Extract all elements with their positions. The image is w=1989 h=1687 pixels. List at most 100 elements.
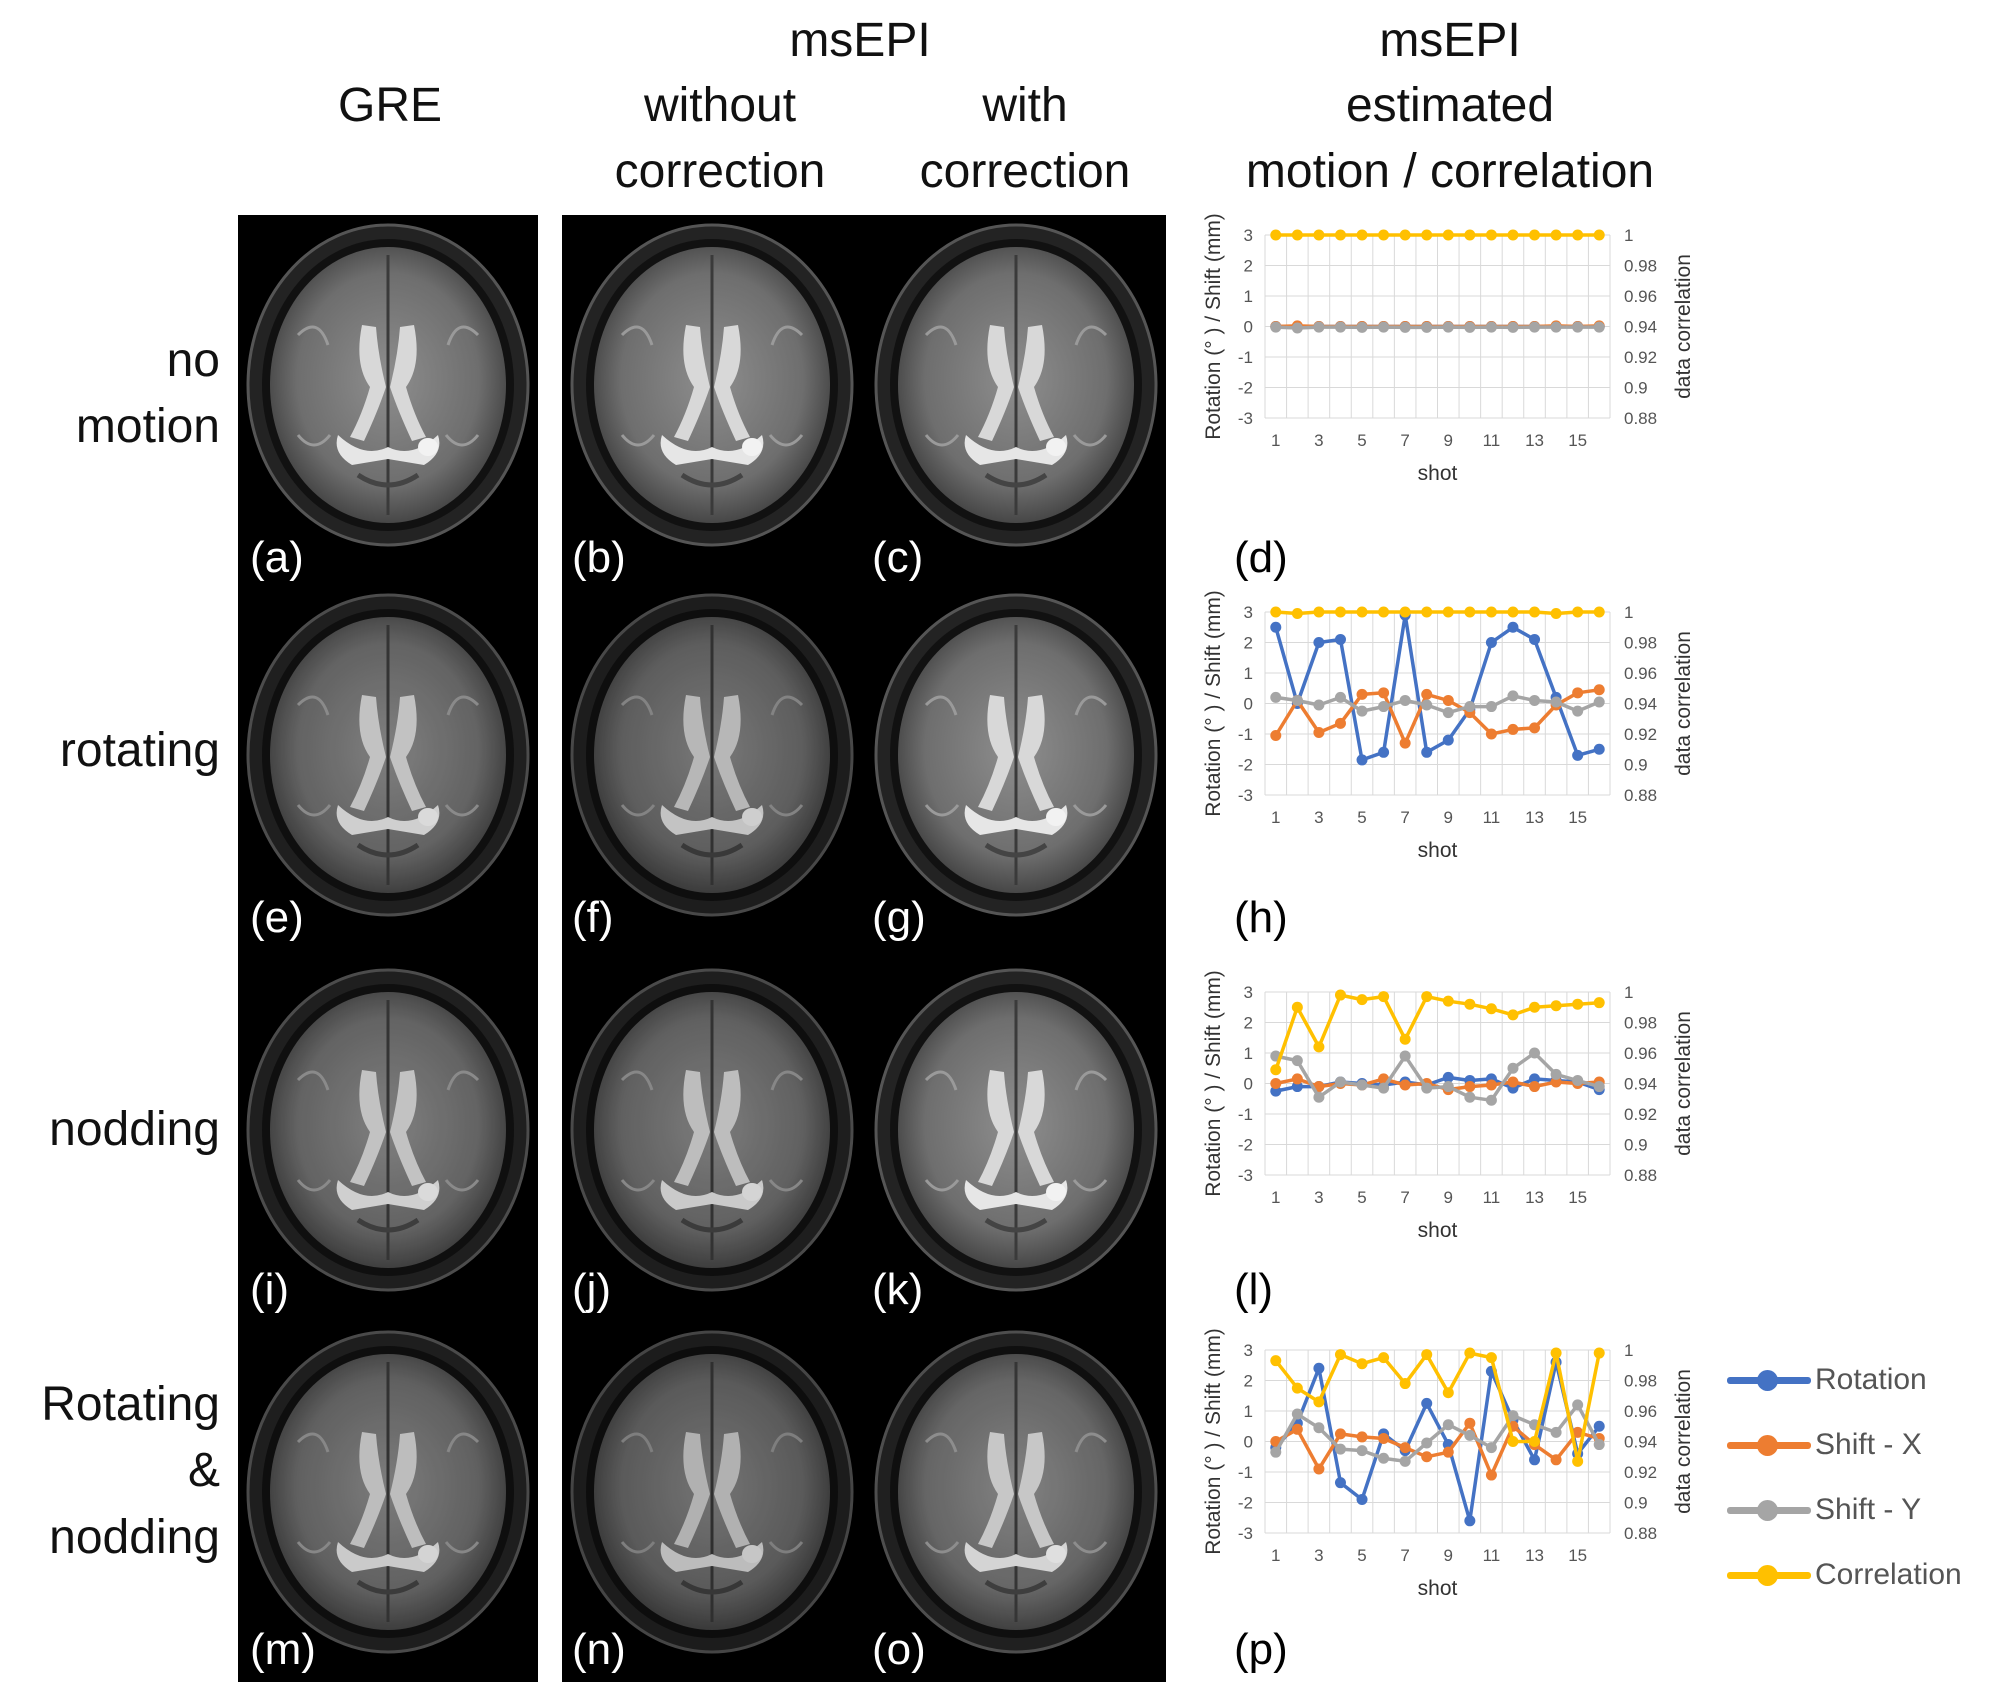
y2-tick-label: 0.98 [1624,1372,1657,1391]
x-axis-title: shot [1418,1219,1458,1242]
x-tick-label: 7 [1400,808,1409,827]
panel-label-l: (l) [1234,1265,1274,1314]
data-point-shift-y [1356,1445,1368,1457]
data-point-correlation [1485,1003,1497,1015]
data-point-shift-y [1291,1408,1303,1420]
y-tick-label: 3 [1244,226,1253,245]
data-point-correlation [1291,229,1303,241]
x-tick-label: 1 [1271,808,1280,827]
data-point-shift-x [1464,1081,1476,1093]
data-point-shift-x [1485,1469,1497,1481]
data-point-shift-y [1378,1082,1390,1094]
y-tick-label: -1 [1238,725,1253,744]
data-point-shift-y [1442,707,1454,719]
panel-label-e: (e) [250,893,304,942]
data-point-correlation [1334,229,1346,241]
legend-marker-shift-x [1757,1435,1778,1456]
y2-tick-label: 0.98 [1624,257,1657,276]
data-point-shift-y [1378,1452,1390,1464]
y2-tick-label: 0.96 [1624,287,1657,306]
y-tick-label: -3 [1238,786,1253,805]
data-point-shift-y [1572,1074,1584,1086]
mri-image-c [866,215,1166,555]
panel-label-n: (n) [572,1625,626,1674]
data-point-shift-x [1550,1076,1562,1088]
data-point-shift-y [1291,694,1303,706]
data-point-correlation [1356,1358,1368,1370]
data-point-shift-x [1399,1442,1411,1454]
data-point-correlation [1529,1436,1541,1447]
panel-label-j: (j) [572,1265,612,1314]
data-point-correlation [1442,229,1454,241]
y-tick-label: -3 [1238,409,1253,428]
data-point-correlation [1593,229,1605,241]
data-point-correlation [1313,1396,1325,1408]
data-point-shift-y [1356,1079,1368,1091]
y-tick-label: -2 [1238,1494,1253,1513]
data-point-correlation [1507,229,1519,241]
data-point-shift-x [1334,1428,1346,1440]
data-point-shift-x [1313,726,1325,738]
row-label-ampersand: & [187,1444,220,1497]
x-tick-label: 3 [1314,808,1323,827]
data-point-shift-y [1334,691,1346,703]
data-point-correlation [1399,1378,1411,1390]
data-point-shift-y [1464,1091,1476,1103]
data-point-shift-y [1550,1426,1562,1438]
data-point-shift-y [1572,705,1584,717]
data-point-correlation [1593,606,1605,618]
row-label-no: no [166,334,220,387]
x-tick-label: 13 [1525,1546,1544,1565]
data-point-shift-y [1442,321,1454,333]
x-tick-label: 3 [1314,431,1323,450]
header-msepi-left: msEPI [789,14,931,67]
data-point-correlation [1572,606,1584,618]
data-point-shift-y [1550,696,1562,708]
x-tick-label: 5 [1357,808,1366,827]
data-point-correlation [1507,1436,1519,1447]
data-point-shift-y [1270,1446,1282,1458]
data-point-shift-y [1421,321,1433,333]
panel-label-c: (c) [872,533,924,582]
data-point-shift-x [1270,1078,1282,1089]
data-point-correlation [1572,229,1584,241]
data-point-shift-y [1313,699,1325,711]
y2-tick-label: 0.92 [1624,348,1657,367]
y-axis-title: Rotation (° ) / Shift (mm) [1202,970,1225,1197]
data-point-shift-x [1529,722,1541,734]
data-point-shift-y [1356,321,1368,333]
x-tick-label: 9 [1444,808,1453,827]
data-point-rotation [1334,1477,1346,1489]
header-estimated: estimated [1345,79,1555,132]
y2-tick-label: 0.9 [1624,379,1648,398]
data-point-shift-y [1442,1419,1454,1431]
data-point-shift-y [1313,1422,1325,1434]
data-point-correlation [1507,1009,1519,1021]
panel-label-f: (f) [572,893,614,942]
y2-tick-label: 0.92 [1624,1463,1657,1482]
data-point-rotation [1291,1081,1303,1093]
data-point-shift-x [1378,1432,1390,1444]
data-point-rotation [1313,1362,1325,1374]
mri-image-g [866,585,1166,925]
data-point-shift-x [1507,723,1519,735]
data-point-correlation [1593,997,1605,1009]
data-point-correlation [1378,229,1390,241]
data-point-rotation [1593,743,1605,755]
data-point-shift-x [1356,1431,1368,1443]
y-tick-label: 0 [1244,695,1253,714]
data-point-correlation [1378,991,1390,1003]
y2-tick-label: 0.98 [1624,634,1657,653]
y-tick-label: 3 [1244,1341,1253,1360]
legend-label-correlation: Correlation [1815,1558,1962,1591]
panel-label-m: (m) [250,1625,316,1674]
data-point-correlation [1464,606,1476,618]
mri-image-n [562,1322,862,1662]
y2-tick-label: 0.92 [1624,1105,1657,1124]
series-line-rotation [1274,1360,1601,1523]
y-tick-label: 1 [1244,1044,1253,1063]
x-tick-label: 7 [1400,431,1409,450]
data-point-shift-y [1593,696,1605,708]
panel-label-p: (p) [1234,1625,1288,1674]
legend-marker-rotation [1757,1370,1778,1391]
